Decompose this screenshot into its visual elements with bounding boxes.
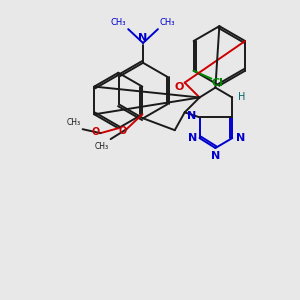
Text: CH₃: CH₃ [67,118,81,127]
Text: O: O [118,126,127,136]
Text: N: N [138,33,148,43]
Text: O: O [174,82,183,92]
Text: N: N [188,133,197,143]
Text: N: N [187,111,196,121]
Text: H: H [238,92,246,103]
Text: CH₃: CH₃ [160,18,176,27]
Text: CH₃: CH₃ [111,18,126,27]
Text: Cl: Cl [212,78,223,88]
Text: N: N [211,151,220,161]
Text: O: O [92,127,100,137]
Text: N: N [236,133,245,143]
Text: CH₃: CH₃ [94,142,109,151]
